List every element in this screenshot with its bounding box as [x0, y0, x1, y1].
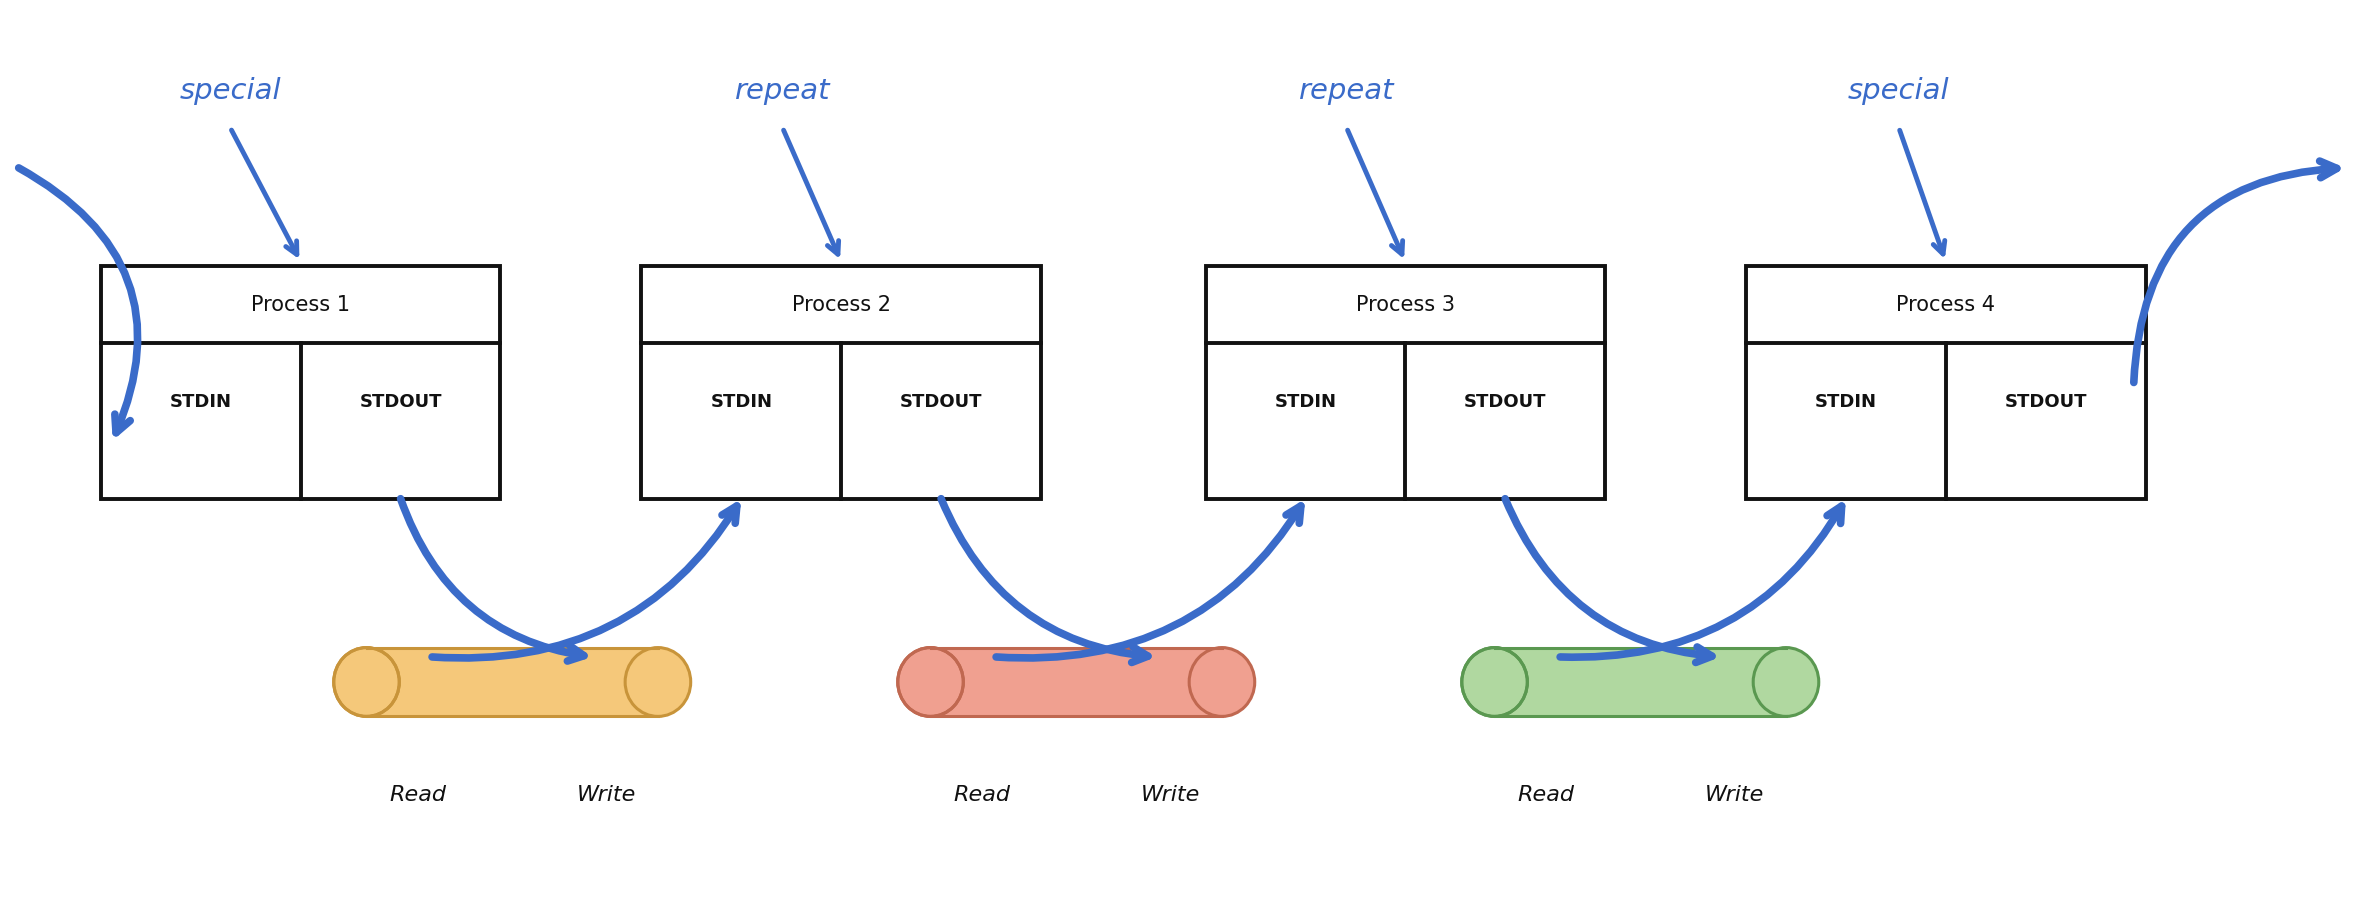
Text: Process 4: Process 4	[1896, 294, 1995, 314]
Text: Read: Read	[1518, 785, 1574, 804]
Ellipse shape	[333, 647, 400, 716]
Text: STDOUT: STDOUT	[359, 393, 442, 411]
Ellipse shape	[898, 647, 962, 716]
Text: Write: Write	[577, 785, 636, 804]
Bar	[1494, 647, 1785, 716]
Bar	[366, 647, 657, 716]
Text: STDOUT: STDOUT	[1463, 393, 1546, 411]
Bar	[931, 647, 1222, 716]
Text: Read: Read	[953, 785, 1012, 804]
Text: STDIN: STDIN	[709, 393, 773, 411]
Text: Process 2: Process 2	[792, 294, 891, 314]
Ellipse shape	[624, 647, 690, 716]
Text: Read: Read	[390, 785, 447, 804]
Text: STDOUT: STDOUT	[2005, 393, 2087, 411]
Text: special: special	[1849, 77, 1950, 105]
Ellipse shape	[1461, 647, 1527, 716]
Text: repeat: repeat	[1298, 77, 1395, 105]
Bar	[641, 266, 1040, 498]
Text: repeat: repeat	[735, 77, 830, 105]
Text: Process 3: Process 3	[1357, 294, 1454, 314]
Bar	[1747, 266, 2147, 498]
Text: STDIN: STDIN	[1274, 393, 1336, 411]
Text: Write: Write	[1704, 785, 1764, 804]
Bar	[1206, 266, 1605, 498]
Text: STDOUT: STDOUT	[901, 393, 983, 411]
Text: STDIN: STDIN	[1816, 393, 1877, 411]
Text: Process 1: Process 1	[251, 294, 350, 314]
Text: Write: Write	[1139, 785, 1201, 804]
Text: special: special	[180, 77, 281, 105]
Bar	[102, 266, 501, 498]
Text: STDIN: STDIN	[170, 393, 232, 411]
Ellipse shape	[1754, 647, 1818, 716]
Ellipse shape	[1189, 647, 1255, 716]
